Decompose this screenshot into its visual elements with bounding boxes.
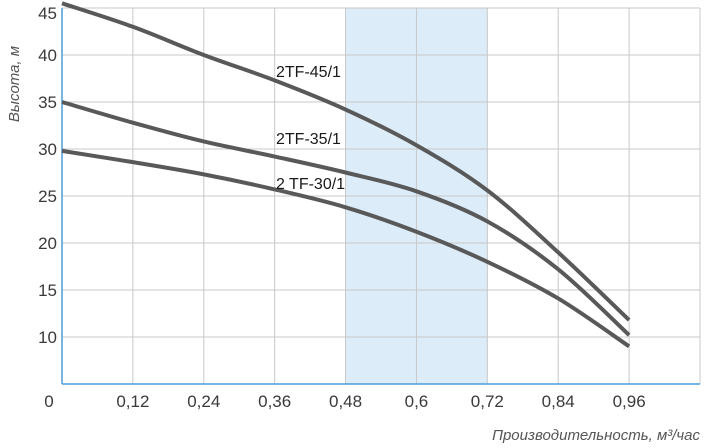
y-tick-label: 30	[38, 140, 57, 159]
y-tick-label: 40	[38, 46, 57, 65]
grid	[62, 7, 701, 384]
x-tick-label: 0,84	[542, 392, 575, 411]
series-line	[61, 148, 631, 349]
y-axis-title: Высота, м	[6, 46, 23, 122]
series-line	[61, 1, 631, 322]
y-tick-label: 35	[38, 93, 57, 112]
y-tick-label: 15	[38, 281, 57, 300]
y-tick-label: 45	[38, 4, 57, 23]
series-label: 2TF-45/1	[276, 64, 341, 81]
x-tick-label: 0,24	[187, 392, 220, 411]
x-tick-label: 0,72	[471, 392, 504, 411]
series-label: 2TF-35/1	[276, 131, 341, 148]
x-tick-label: 0,96	[613, 392, 646, 411]
x-tick-label: 0,6	[405, 392, 429, 411]
tick-labels: 0 0,12 0,24 0,36 0,48 0,6 0,72 0,84 0,96 10 15 20 25…	[38, 4, 646, 411]
series-label: 2 TF-30/1	[276, 176, 345, 193]
x-tick-label: 0,36	[258, 392, 291, 411]
x-axis-title: Производительность, м³/час	[492, 427, 700, 444]
axes	[61, 8, 700, 385]
x-tick-label: 0	[44, 392, 53, 411]
y-tick-label: 20	[38, 234, 57, 253]
series-lines	[61, 1, 631, 349]
x-tick-label: 0,12	[116, 392, 149, 411]
y-tick-label: 10	[38, 328, 57, 347]
series-labels: 2TF-45/1 2TF-35/1 2 TF-30/1	[276, 64, 345, 193]
y-tick-label: 25	[38, 187, 57, 206]
series-line	[61, 100, 631, 337]
x-tick-label: 0,48	[329, 392, 362, 411]
